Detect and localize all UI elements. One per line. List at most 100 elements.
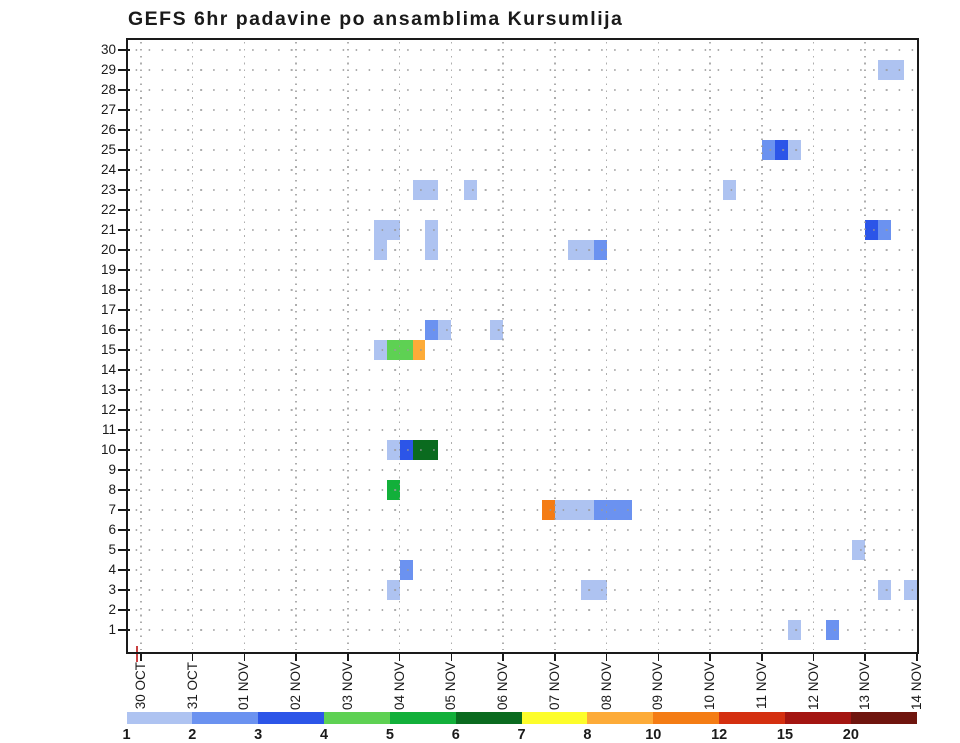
gridline-h: [130, 149, 915, 151]
gridline-v: [450, 42, 453, 650]
legend-segment: [850, 712, 918, 724]
legend-label: 4: [320, 726, 329, 743]
x-tick-label: 12 NOV: [805, 662, 821, 711]
x-tick: [140, 652, 142, 661]
gridline-v: [657, 42, 660, 650]
legend-label: 1: [122, 726, 131, 743]
y-tick: [118, 489, 130, 491]
gridline-h: [130, 369, 915, 371]
y-tick-label: 20: [100, 242, 116, 257]
y-tick-label: 17: [100, 302, 116, 317]
gridline-h: [130, 569, 915, 571]
gridline-v: [760, 42, 763, 650]
legend-label: 5: [385, 726, 394, 743]
legend-segment: [258, 712, 325, 724]
y-tick-label: 2: [108, 602, 116, 617]
gridline-h: [130, 169, 915, 171]
x-tick: [864, 652, 867, 661]
legend-segment: [192, 712, 259, 724]
gridline-h: [130, 389, 915, 391]
y-tick-label: 4: [108, 562, 116, 577]
gridline-h: [130, 49, 915, 51]
gridline-v: [605, 42, 608, 650]
x-tick-label: 03 NOV: [339, 662, 355, 711]
y-tick-label: 5: [108, 542, 116, 557]
x-tick: [554, 652, 556, 661]
gridline-v: [864, 42, 867, 650]
y-tick: [118, 149, 130, 151]
x-tick-label: 05 NOV: [443, 662, 459, 711]
y-tick-label: 10: [100, 442, 116, 457]
y-tick: [118, 449, 130, 451]
gridline-h: [130, 289, 915, 291]
y-tick-label: 27: [100, 102, 116, 117]
y-tick: [118, 69, 130, 71]
legend-segment: [389, 712, 457, 724]
y-tick-label: 23: [100, 182, 116, 197]
y-tick-label: 9: [108, 462, 116, 477]
y-tick: [118, 609, 130, 611]
y-tick-label: 14: [100, 362, 116, 377]
legend-segment: [719, 712, 786, 724]
x-tick-label: 02 NOV: [288, 662, 304, 711]
y-tick-label: 22: [100, 202, 116, 217]
legend-label: 2: [188, 726, 197, 743]
y-tick-label: 8: [108, 482, 116, 497]
gridline-h: [130, 489, 915, 491]
y-tick: [118, 349, 130, 351]
x-tick: [916, 652, 918, 661]
x-tick: [760, 652, 763, 661]
y-tick-label: 28: [100, 82, 116, 97]
gridline-h: [130, 229, 915, 231]
y-tick: [118, 129, 130, 131]
y-tick: [118, 409, 130, 411]
x-tick: [398, 652, 401, 661]
x-tick-label: 04 NOV: [391, 662, 407, 711]
legend-segment: [126, 712, 193, 724]
x-tick-label: 01 NOV: [236, 662, 252, 711]
legend-label: 12: [711, 726, 728, 743]
y-tick: [118, 269, 130, 271]
legend-label: 3: [254, 726, 263, 743]
gridline-h: [130, 109, 915, 111]
y-tick: [118, 629, 130, 631]
legend-label: 10: [645, 726, 662, 743]
gridline-v: [243, 42, 246, 650]
gridline-h: [130, 269, 915, 271]
y-tick-label: 21: [100, 222, 116, 237]
legend-segment: [653, 712, 720, 724]
gridline-h: [130, 189, 915, 191]
gridline-h: [130, 329, 915, 331]
gridline-h: [130, 509, 915, 511]
time-axis-start-tick: [136, 646, 139, 662]
gridline-v: [347, 42, 349, 650]
y-tick: [118, 429, 130, 431]
gridline-v: [502, 42, 504, 650]
y-tick: [118, 289, 130, 291]
x-tick: [812, 652, 815, 661]
chart-title: GEFS 6hr padavine po ansamblima Kursumli…: [128, 8, 624, 30]
x-tick: [347, 652, 349, 661]
y-tick-label: 7: [108, 502, 116, 517]
x-tick: [657, 652, 660, 661]
x-tick-label: 08 NOV: [598, 662, 614, 711]
x-tick: [295, 652, 297, 661]
y-tick-label: 19: [100, 262, 116, 277]
y-tick: [118, 229, 130, 231]
y-tick: [118, 589, 130, 591]
y-tick: [118, 249, 130, 251]
y-tick: [118, 109, 130, 111]
y-tick: [118, 569, 130, 571]
x-tick-label: 31 OCT: [184, 662, 200, 710]
x-tick-label: 07 NOV: [546, 662, 562, 711]
y-tick: [118, 209, 130, 211]
y-tick: [118, 509, 130, 511]
x-tick-label: 06 NOV: [495, 662, 511, 711]
gridline-v: [295, 42, 297, 650]
y-tick: [118, 89, 130, 91]
gridline-v: [140, 42, 142, 650]
gridline-h: [130, 209, 915, 211]
x-tick-label: 13 NOV: [857, 662, 873, 711]
y-tick-label: 1: [108, 622, 116, 637]
